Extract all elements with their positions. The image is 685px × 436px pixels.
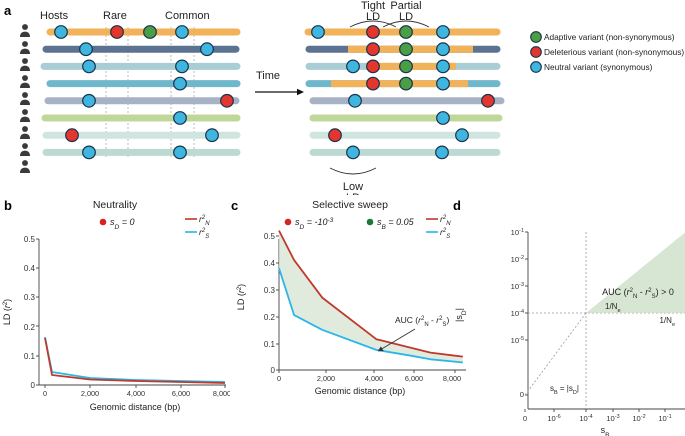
svg-text:Hosts: Hosts <box>40 10 69 22</box>
svg-text:LD: LD <box>346 192 360 195</box>
svg-text:10-4: 10-4 <box>579 414 592 423</box>
svg-text:LD (r2): LD (r2) <box>236 284 246 310</box>
svg-text:0.3: 0.3 <box>24 293 36 302</box>
svg-text:4,000: 4,000 <box>365 374 383 383</box>
svg-text:Genomic distance (bp): Genomic distance (bp) <box>315 386 406 396</box>
svg-text:Neutrality: Neutrality <box>93 199 138 211</box>
svg-text:0: 0 <box>277 374 281 383</box>
svg-text:10-6: 10-6 <box>547 414 560 423</box>
svg-text:8,000: 8,000 <box>213 389 230 398</box>
svg-text:10-2: 10-2 <box>632 414 645 423</box>
svg-text:10-1: 10-1 <box>658 414 671 423</box>
svg-text:10-4: 10-4 <box>511 309 524 318</box>
svg-text:10-2: 10-2 <box>511 255 524 264</box>
svg-text:4,000: 4,000 <box>127 389 145 398</box>
svg-text:0.4: 0.4 <box>264 259 276 268</box>
svg-text:0: 0 <box>523 414 527 423</box>
svg-text:0.5: 0.5 <box>264 232 276 241</box>
svg-text:10-1: 10-1 <box>511 228 524 237</box>
svg-text:r2N: r2N <box>199 214 210 227</box>
svg-text:Genomic distance (bp): Genomic distance (bp) <box>90 402 181 412</box>
svg-text:Common: Common <box>165 10 210 22</box>
svg-text:Rare: Rare <box>103 10 127 22</box>
svg-text:sB: sB <box>601 425 610 436</box>
svg-text:sB = |sD|: sB = |sD| <box>550 384 579 396</box>
svg-text:2,000: 2,000 <box>81 389 99 398</box>
svg-text:0: 0 <box>271 366 276 375</box>
svg-text:r2S: r2S <box>440 227 450 240</box>
svg-text:0.2: 0.2 <box>264 313 276 322</box>
svg-text:Time: Time <box>256 70 280 82</box>
svg-text:Deleterious variant (non-synon: Deleterious variant (non-synonymous) <box>544 47 684 57</box>
svg-text:0: 0 <box>43 389 47 398</box>
svg-text:1/Ne: 1/Ne <box>659 316 675 328</box>
svg-text:sB = 0.05: sB = 0.05 <box>377 217 415 231</box>
svg-text:Adaptive variant (non-synonymo: Adaptive variant (non-synonymous) <box>544 32 675 42</box>
svg-text:2,000: 2,000 <box>317 374 335 383</box>
svg-text:0.4: 0.4 <box>24 264 36 273</box>
svg-text:0: 0 <box>520 390 524 399</box>
svg-text:10-5: 10-5 <box>511 336 524 345</box>
svg-text:sD = -10-3: sD = -10-3 <box>295 217 334 231</box>
svg-text:sD = 0: sD = 0 <box>110 217 134 231</box>
svg-text:0.3: 0.3 <box>264 286 276 295</box>
svg-text:Neutral variant (synonymous): Neutral variant (synonymous) <box>544 62 653 72</box>
svg-text:AUC (r2N - r2S): AUC (r2N - r2S) <box>395 315 449 328</box>
svg-text:Selective sweep: Selective sweep <box>312 199 388 211</box>
svg-text:0.1: 0.1 <box>24 352 36 361</box>
svg-text:0.1: 0.1 <box>264 340 276 349</box>
svg-text:|sD|: |sD| <box>454 308 468 322</box>
svg-text:LD (r2): LD (r2) <box>2 299 12 325</box>
svg-text:10-3: 10-3 <box>511 282 524 291</box>
svg-text:r2S: r2S <box>199 227 209 240</box>
svg-text:0.2: 0.2 <box>24 323 36 332</box>
svg-text:6,000: 6,000 <box>172 389 190 398</box>
svg-text:6,000: 6,000 <box>405 374 423 383</box>
svg-text:0: 0 <box>31 381 36 390</box>
svg-text:10-3: 10-3 <box>606 414 619 423</box>
svg-text:0.5: 0.5 <box>24 235 36 244</box>
